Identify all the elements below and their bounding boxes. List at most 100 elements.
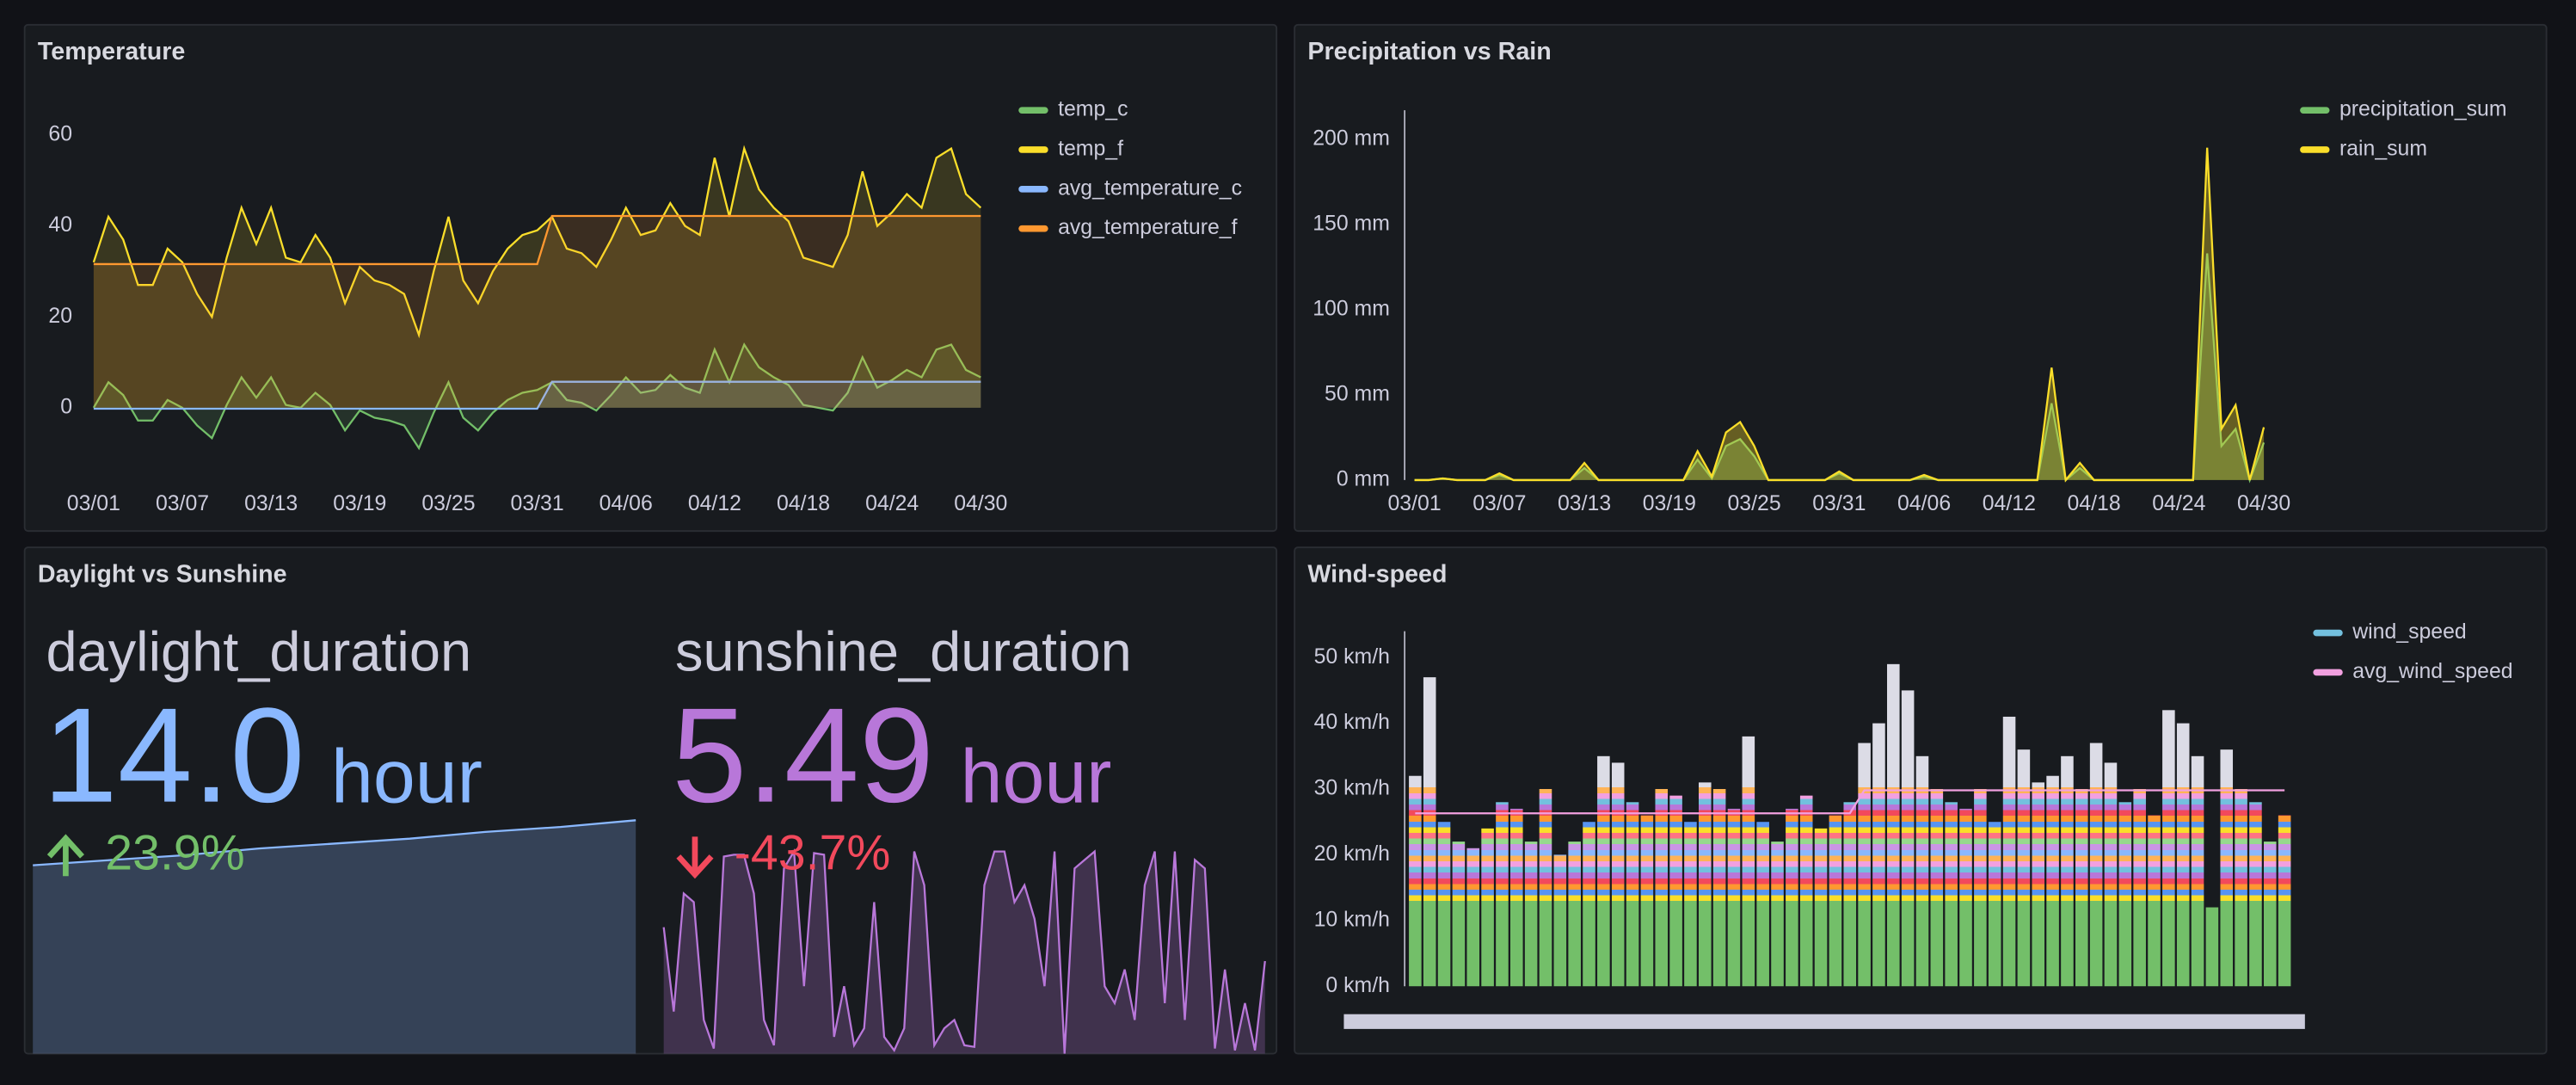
bar — [2118, 802, 2132, 987]
panel — [23, 546, 1278, 1055]
y-tick-label: 0 km/h — [1325, 974, 1390, 997]
bar — [1988, 822, 2001, 987]
legend-label: temp_c — [1058, 98, 1128, 121]
bar — [2162, 710, 2175, 987]
bar — [1583, 822, 1595, 987]
x-tick-label: 03/25 — [1728, 492, 1781, 515]
bar — [1945, 802, 1958, 987]
panel-title: Temperature — [38, 38, 185, 65]
bar — [2264, 841, 2277, 987]
x-tick-label: 03/07 — [1472, 492, 1526, 515]
bar — [1481, 828, 1494, 987]
y-tick-label: 100 mm — [1313, 297, 1390, 320]
bar — [2017, 749, 2031, 987]
bar — [1887, 663, 1900, 987]
bar — [1568, 841, 1581, 987]
bar — [2220, 749, 2234, 987]
x-tick-label: 04/06 — [599, 492, 653, 515]
panel-title: Daylight vs Sunshine — [38, 560, 287, 588]
bar — [1872, 723, 1885, 987]
bar — [1496, 802, 1509, 987]
bar — [2235, 789, 2247, 987]
bar — [1466, 848, 1480, 987]
stat-change: 23.9% — [105, 825, 244, 880]
bar — [1756, 822, 1769, 987]
bar — [1843, 802, 1857, 987]
bar — [1742, 736, 1755, 987]
line — [1415, 789, 2285, 815]
y-tick-label: 10 km/h — [1314, 908, 1390, 931]
x-tick-label: 03/01 — [1388, 492, 1442, 515]
line — [93, 214, 981, 266]
line — [92, 145, 982, 339]
bar — [1799, 795, 1813, 987]
x-tick-label: 04/18 — [2068, 492, 2121, 515]
bar — [1930, 789, 1944, 987]
sparkline-area — [33, 820, 636, 1054]
bar — [1901, 690, 1915, 987]
bar — [1771, 841, 1784, 987]
legend-label: avg_wind_speed — [2352, 660, 2512, 683]
bar — [1974, 789, 1987, 987]
y-tick-label: 20 — [48, 305, 72, 328]
stat-unit: hour — [331, 734, 483, 819]
legend-label: temp_f — [1058, 138, 1123, 161]
panel — [23, 23, 1278, 533]
legend-label: rain_sum — [2339, 138, 2427, 161]
area — [93, 215, 981, 408]
legend-label: wind_speed — [2352, 620, 2467, 644]
stat-value: 5.49 — [672, 681, 934, 831]
bar — [1626, 802, 1639, 987]
bar — [1959, 808, 1972, 987]
bar — [2133, 789, 2146, 987]
area — [93, 381, 981, 410]
area — [1414, 253, 2265, 480]
stat-change: -43.7% — [735, 825, 891, 880]
panel-title: Precipitation vs Rain — [1307, 38, 1551, 65]
sparkline — [662, 848, 1266, 1054]
bar — [1452, 841, 1466, 987]
stat-name: daylight_duration — [46, 620, 471, 682]
y-tick-label: 60 — [48, 122, 72, 145]
x-tick-label: 03/13 — [244, 492, 298, 515]
stat-value: 14.0 — [43, 681, 305, 831]
stat-unit: hour — [961, 734, 1112, 819]
bar — [1669, 795, 1682, 987]
bar — [2002, 716, 2016, 987]
legend-label: avg_temperature_f — [1058, 216, 1238, 239]
bar — [1727, 808, 1741, 987]
bar — [2046, 775, 2059, 987]
bar — [1409, 775, 1422, 987]
line — [1414, 147, 2266, 483]
bar — [2061, 755, 2074, 987]
bar — [1611, 762, 1625, 987]
x-tick-label: 04/12 — [1983, 492, 2036, 515]
panel — [1294, 23, 2548, 533]
bar — [2205, 907, 2219, 987]
area — [93, 148, 981, 408]
change-arrow — [46, 834, 84, 877]
area — [1414, 147, 2265, 480]
bar — [1814, 828, 1828, 987]
x-tick-label: 03/19 — [1643, 492, 1696, 515]
bar — [1858, 743, 1871, 987]
legend-label: precipitation_sum — [2339, 98, 2507, 121]
y-tick-label: 0 — [60, 395, 72, 418]
x-tick-label: 04/24 — [2152, 492, 2205, 515]
y-tick-label: 30 km/h — [1314, 777, 1390, 800]
bar — [2075, 789, 2088, 987]
stat-name: sunshine_duration — [675, 620, 1132, 682]
bar — [1524, 841, 1538, 987]
bar — [1539, 789, 1552, 987]
x-tick-label: 03/07 — [156, 492, 209, 515]
bar — [1510, 808, 1523, 987]
y-tick-label: 40 — [48, 213, 72, 237]
bar — [1786, 808, 1798, 987]
bar — [2191, 755, 2204, 987]
bar — [1423, 677, 1436, 987]
x-axis-scrollbar — [1343, 1014, 2305, 1029]
area — [93, 344, 981, 448]
